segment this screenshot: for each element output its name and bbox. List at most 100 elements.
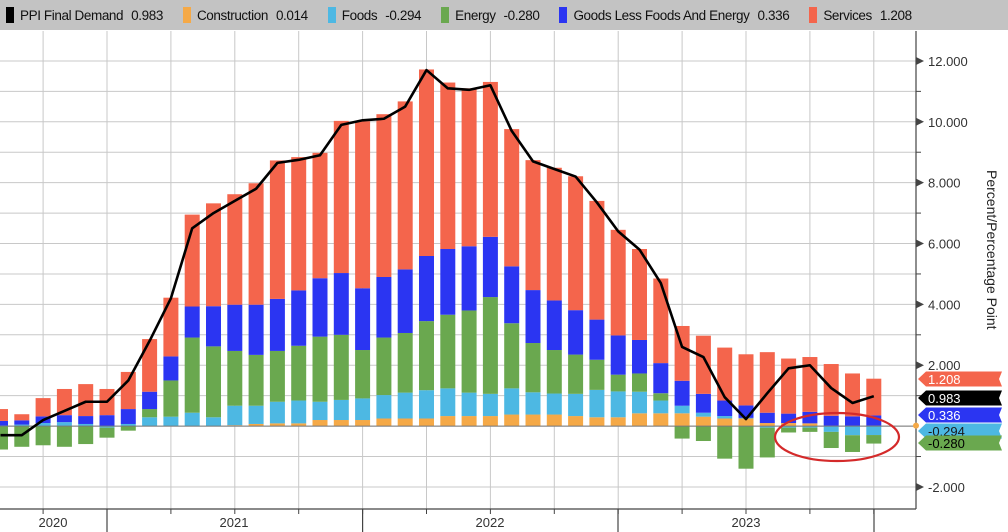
bar-segment-construction <box>589 417 605 427</box>
tag-value: 0.983 <box>928 391 961 406</box>
bar-segment-construction <box>269 423 285 427</box>
bar-segment-goods-less-foods-and-energy <box>56 415 72 423</box>
bar-segment-energy <box>78 426 94 445</box>
bar-segment-energy <box>461 310 477 393</box>
bar-segment-goods-less-foods-and-energy <box>632 339 647 374</box>
bar-segment-energy <box>845 435 860 452</box>
bar-segment-foods <box>546 393 562 415</box>
x-year-label: 2023 <box>732 515 761 530</box>
legend-item: Goods Less Foods And Energy 0.336 <box>559 7 790 23</box>
bar-segment-goods-less-foods-and-energy <box>695 393 711 413</box>
bar-segment-goods-less-foods-and-energy <box>653 363 669 394</box>
y-tick-arrow <box>916 178 924 187</box>
y-tick-arrow <box>916 56 924 65</box>
bar-segment-construction <box>759 423 775 427</box>
bar-segment-energy <box>56 426 72 447</box>
bar-segment-goods-less-foods-and-energy <box>440 248 456 315</box>
bar-segment-energy <box>376 337 392 396</box>
legend-label: Foods <box>341 7 378 23</box>
bar-segment-energy <box>0 426 8 450</box>
bar-segment-goods-less-foods-and-energy <box>355 288 371 351</box>
tag-background <box>918 390 1002 406</box>
bar-segment-goods-less-foods-and-energy <box>823 415 839 426</box>
legend: PPI Final Demand 0.983 Construction 0.01… <box>0 0 1008 30</box>
y-tick-arrow <box>916 300 924 309</box>
bar-segment-foods <box>291 400 307 424</box>
bar-segment-construction <box>738 418 754 427</box>
bar-segment-construction <box>802 423 818 427</box>
legend-value: 0.336 <box>757 7 790 23</box>
last-value-tag: 1.208 <box>918 371 1002 387</box>
bar-segment-construction <box>461 416 477 427</box>
legend-value: 1.208 <box>879 7 912 23</box>
bar-segment-energy <box>99 427 115 438</box>
bar-segment-foods <box>589 389 605 418</box>
bar-segment-energy <box>866 435 882 444</box>
bar-segment-services <box>632 248 647 340</box>
tag-background <box>918 435 1002 451</box>
bar-segment-services <box>163 297 179 357</box>
bar-segment-construction <box>291 423 307 427</box>
legend-swatch <box>559 7 568 23</box>
bar-segment-goods-less-foods-and-energy <box>78 416 94 424</box>
bar-segment-construction <box>397 418 413 427</box>
ppi-final-demand-line <box>0 68 875 437</box>
bar-segment-construction <box>248 423 264 427</box>
y-tick-label: 6.000 <box>928 237 961 252</box>
legend-item: Services 1.208 <box>809 7 912 23</box>
bar-segment-construction <box>653 413 669 427</box>
bar-segment-foods <box>781 426 797 428</box>
bar-segment-energy <box>781 427 797 433</box>
bar-segment-goods-less-foods-and-energy <box>802 411 818 424</box>
bar-segment-goods-less-foods-and-energy <box>866 415 882 426</box>
bar-segment-energy <box>738 426 754 469</box>
bar-segment-foods <box>120 423 136 427</box>
bar-segment-foods <box>802 426 818 428</box>
bar-segment-goods-less-foods-and-energy <box>0 420 8 426</box>
bar-segment-energy <box>632 373 647 392</box>
bar-segment-services <box>695 335 711 394</box>
bar-segment-foods <box>163 416 179 427</box>
legend-value: 0.014 <box>275 7 308 23</box>
bar-segment-foods <box>56 422 72 427</box>
last-value-tag: -0.294 <box>918 423 1002 439</box>
y-tick-arrow <box>916 117 924 126</box>
legend-item: Foods -0.294 <box>327 7 422 23</box>
bar-segment-foods <box>312 401 328 421</box>
bar-segment-goods-less-foods-and-energy <box>525 290 541 344</box>
legend-item: Energy -0.280 <box>441 7 540 23</box>
bar-segment-energy <box>269 350 285 402</box>
bar-segment-services <box>823 364 839 416</box>
bar-segment-energy <box>440 314 456 389</box>
bar-segment-services <box>525 160 541 291</box>
bar-segment-construction <box>610 417 626 427</box>
legend-swatch <box>327 7 336 23</box>
legend-label: Goods Less Foods And Energy <box>573 7 750 23</box>
bar-segment-foods <box>674 405 690 414</box>
bar-segment-energy <box>163 380 179 417</box>
tag-background <box>918 423 1002 439</box>
x-year-label: 2020 <box>39 515 68 530</box>
bar-segment-energy <box>525 343 541 393</box>
bar-segment-energy <box>248 354 264 406</box>
bar-segment-services <box>78 384 94 417</box>
bar-segment-construction <box>568 416 584 427</box>
bar-segment-services <box>482 81 498 237</box>
legend-item: Construction 0.014 <box>182 7 308 23</box>
bar-segment-services <box>269 160 285 299</box>
x-year-label: 2021 <box>220 515 249 530</box>
y-tick-label: 2.000 <box>928 358 961 373</box>
bar-segment-energy <box>227 350 243 406</box>
bar-segment-services <box>355 121 371 289</box>
bar-segment-goods-less-foods-and-energy <box>845 416 860 426</box>
last-value-tag: 0.983 <box>918 390 1002 406</box>
bar-segment-goods-less-foods-and-energy <box>589 319 605 360</box>
bar-segment-services <box>397 101 413 270</box>
bar-segment-construction <box>419 418 434 427</box>
bar-segment-energy <box>291 345 307 401</box>
legend-label: PPI Final Demand <box>20 7 124 23</box>
tag-value: -0.294 <box>928 424 965 439</box>
legend-value: -0.294 <box>385 7 422 23</box>
bar-segment-construction <box>632 413 647 427</box>
bar-segment-construction <box>482 416 498 427</box>
